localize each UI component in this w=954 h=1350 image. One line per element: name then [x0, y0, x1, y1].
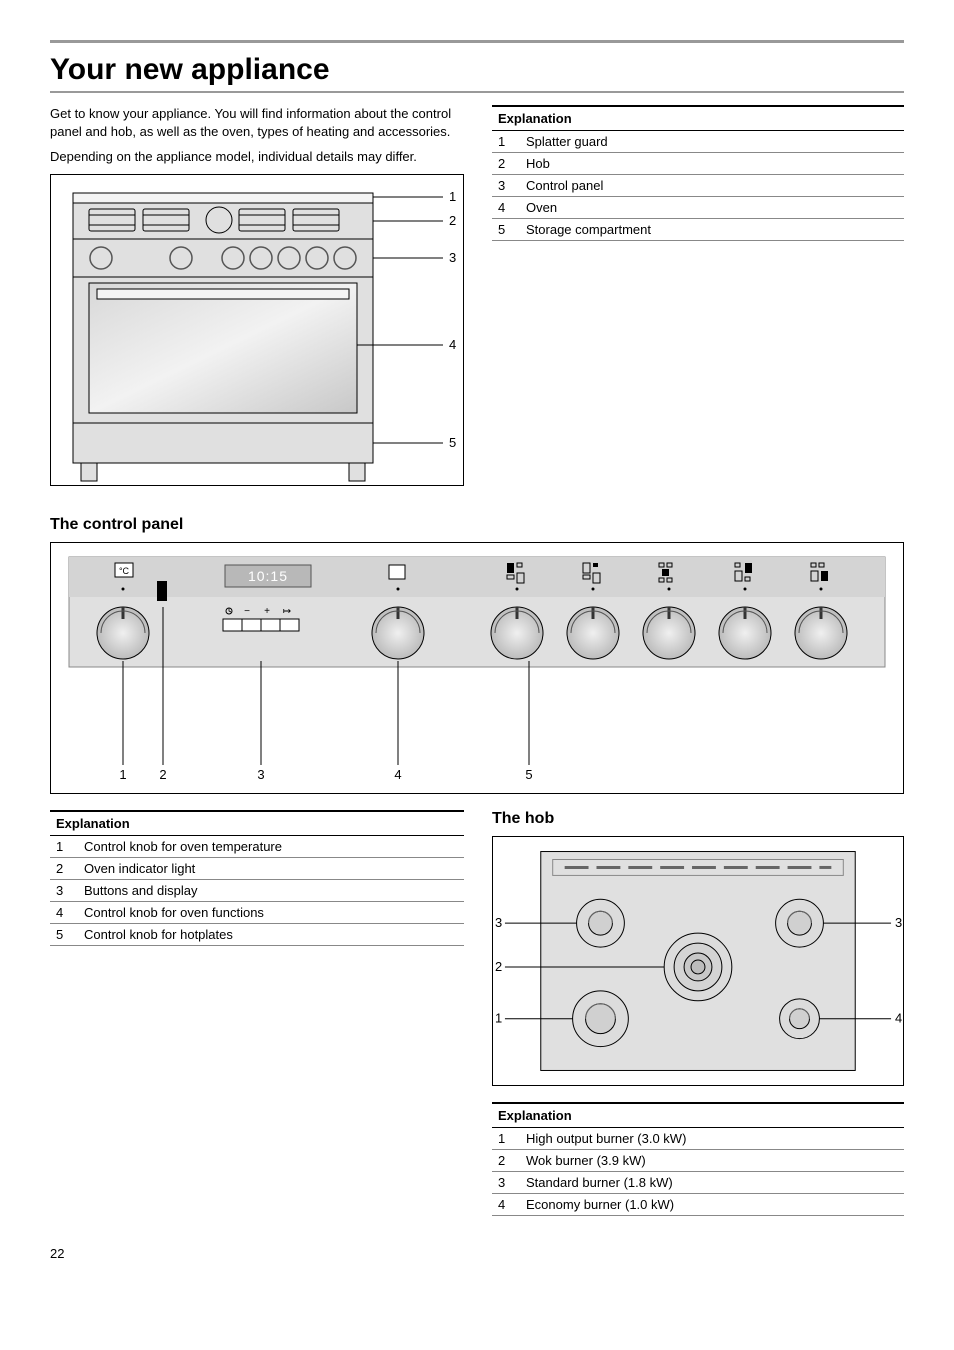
svg-text:2: 2 [495, 959, 502, 974]
hob-heading: The hob [492, 810, 904, 828]
title-rule [50, 91, 904, 93]
table-row: 3Standard burner (1.8 kW) [492, 1171, 904, 1193]
svg-text:10:15: 10:15 [248, 568, 288, 584]
svg-text:+: + [264, 606, 270, 617]
svg-text:3: 3 [257, 767, 264, 782]
table-row: 4Oven [492, 197, 904, 219]
table-row: 5Storage compartment [492, 219, 904, 241]
appliance-explanation-table: Explanation 1Splatter guard 2Hob 3Contro… [492, 105, 904, 241]
table-header: Explanation [50, 811, 464, 836]
hob-figure: 3 2 1 3 4 [492, 836, 904, 1086]
control-panel-heading: The control panel [50, 516, 904, 534]
svg-text:5: 5 [525, 767, 532, 782]
top-rule [50, 40, 904, 43]
appliance-label-3: 3 [449, 250, 456, 265]
table-row: 1High output burner (3.0 kW) [492, 1127, 904, 1149]
table-row: 2Oven indicator light [50, 857, 464, 879]
table-row: 2Wok burner (3.9 kW) [492, 1149, 904, 1171]
svg-text:4: 4 [394, 767, 401, 782]
svg-text:1: 1 [495, 1010, 502, 1025]
appliance-label-1: 1 [449, 189, 456, 204]
svg-text:3: 3 [895, 915, 902, 930]
svg-text:↦: ↦ [283, 606, 291, 617]
table-row: 4Economy burner (1.0 kW) [492, 1193, 904, 1215]
svg-text:°C: °C [119, 566, 130, 576]
svg-text:2: 2 [159, 767, 166, 782]
table-row: 1Control knob for oven temperature [50, 835, 464, 857]
table-row: 5Control knob for hotplates [50, 923, 464, 945]
control-panel-explanation-table: Explanation 1Control knob for oven tempe… [50, 810, 464, 946]
table-header: Explanation [492, 1103, 904, 1128]
svg-text:1: 1 [119, 767, 126, 782]
table-header: Explanation [492, 106, 904, 131]
appliance-label-5: 5 [449, 435, 456, 450]
appliance-label-2: 2 [449, 213, 456, 228]
svg-text:−: − [244, 606, 250, 617]
table-row: 3Buttons and display [50, 879, 464, 901]
table-row: 3Control panel [492, 175, 904, 197]
intro-paragraph-1: Get to know your appliance. You will fin… [50, 105, 464, 140]
table-row: 1Splatter guard [492, 131, 904, 153]
table-row: 4Control knob for oven functions [50, 901, 464, 923]
hob-explanation-table: Explanation 1High output burner (3.0 kW)… [492, 1102, 904, 1216]
intro-paragraph-2: Depending on the appliance model, indivi… [50, 148, 464, 166]
appliance-label-4: 4 [449, 337, 456, 352]
page-number: 22 [50, 1246, 904, 1261]
appliance-figure: 1 2 3 4 5 [50, 174, 464, 486]
svg-text:4: 4 [895, 1010, 902, 1025]
control-panel-figure: 1 2 3 4 5 °C 10:15 − + ↦ [50, 542, 904, 794]
page-title: Your new appliance [50, 53, 904, 87]
svg-text:3: 3 [495, 915, 502, 930]
table-row: 2Hob [492, 153, 904, 175]
